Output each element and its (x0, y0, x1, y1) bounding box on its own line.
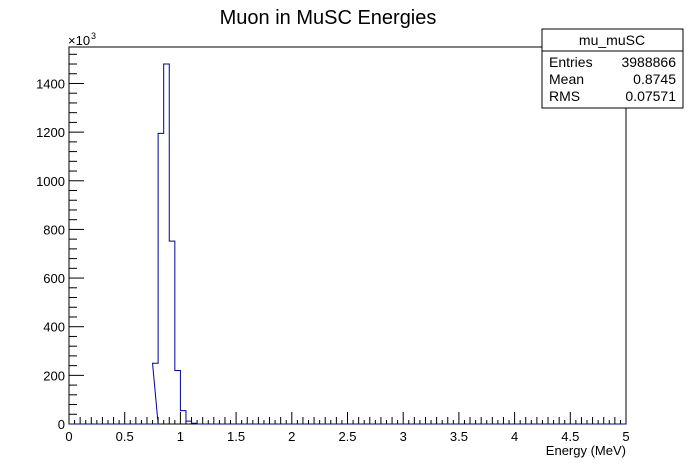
y-tick-label: 800 (43, 222, 65, 237)
stats-mean-value: 0.8745 (633, 71, 676, 87)
x-tick-label: 2 (288, 429, 295, 444)
stats-box: mu_muSC Entries 3988866 Mean 0.8745 RMS … (541, 28, 684, 109)
x-axis-ticks (68, 412, 627, 424)
y-multiplier-base: ×10 (68, 33, 90, 48)
stats-entries-label: Entries (549, 54, 593, 70)
x-tick-label: 3.5 (450, 429, 468, 444)
stats-rms-label: RMS (549, 88, 580, 104)
chart-title: Muon in MuSC Energies (220, 7, 437, 29)
x-tick-label: 5 (622, 429, 629, 444)
x-tick-label: 1.5 (227, 429, 245, 444)
x-tick-label: 1 (177, 429, 184, 444)
y-tick-label: 1200 (36, 125, 65, 140)
x-tick-label: 2.5 (338, 429, 356, 444)
x-tick-label: 0.5 (116, 429, 134, 444)
stats-mean-label: Mean (549, 71, 584, 87)
x-tick-label: 4.5 (561, 429, 579, 444)
y-tick-label: 600 (43, 271, 65, 286)
y-tick-label: 1000 (36, 174, 65, 189)
x-axis-tick-labels: 0 0.5 1 1.5 2 2.5 3 3.5 4 4.5 5 (65, 429, 629, 444)
y-tick-label: 1400 (36, 76, 65, 91)
x-tick-label: 0 (65, 429, 72, 444)
y-axis-multiplier: ×10 3 (68, 31, 96, 48)
x-axis-title: Energy (MeV) (546, 443, 626, 458)
y-axis-tick-labels: 0 200 400 600 800 1000 1200 1400 (36, 76, 65, 432)
y-multiplier-exponent: 3 (91, 31, 96, 41)
y-axis-ticks (69, 53, 84, 425)
y-tick-label: 400 (43, 320, 65, 335)
histogram-series (69, 63, 626, 425)
stats-rms-value: 0.07571 (625, 88, 676, 104)
x-tick-label: 4 (511, 429, 518, 444)
y-tick-label: 200 (43, 368, 65, 383)
stats-entries-value: 3988866 (621, 54, 676, 70)
stats-box-frame (541, 28, 684, 109)
stats-box-name: mu_muSC (579, 32, 645, 48)
y-tick-label: 0 (58, 417, 65, 432)
x-tick-label: 3 (400, 429, 407, 444)
